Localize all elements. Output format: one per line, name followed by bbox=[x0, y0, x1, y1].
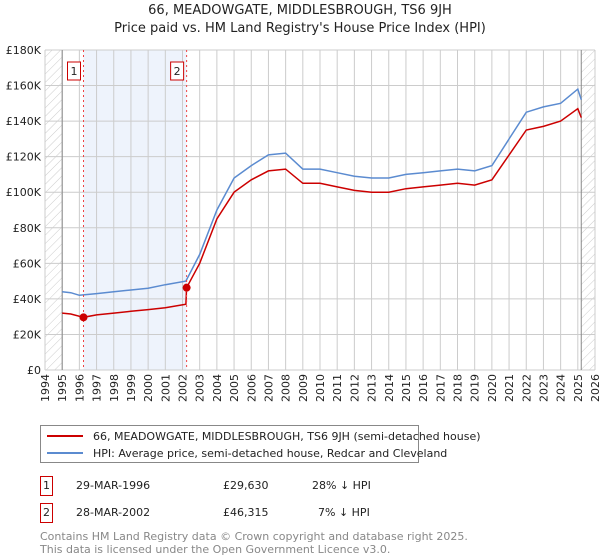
y-tick-label: £140K bbox=[6, 115, 42, 128]
legend-label-hpi: HPI: Average price, semi-detached house,… bbox=[93, 446, 448, 460]
y-tick-label: £120K bbox=[6, 151, 42, 164]
sale-label: 1 bbox=[71, 65, 78, 78]
x-tick-label: 2008 bbox=[280, 374, 293, 402]
chart-plot: 1994 1995 1996 1997 1998 1999 2000 2001 2002 2003… bbox=[6, 44, 600, 402]
x-tick-label: 2004 bbox=[211, 374, 224, 402]
y-tick-label: £40K bbox=[13, 293, 42, 306]
x-tick-label: 2005 bbox=[228, 374, 241, 402]
x-tick-label: 2020 bbox=[486, 374, 499, 402]
sale-point bbox=[182, 283, 191, 292]
x-tick-label: 2003 bbox=[194, 374, 207, 402]
x-tick-label: 2023 bbox=[537, 374, 550, 402]
y-tick-label: £0 bbox=[27, 364, 41, 377]
hpi-line bbox=[62, 87, 583, 297]
sale-point bbox=[79, 313, 88, 322]
x-tick-label: 2013 bbox=[366, 374, 379, 402]
x-tick-label: 1999 bbox=[125, 374, 138, 402]
sale-period-band bbox=[83, 50, 187, 370]
x-tick-label: 2018 bbox=[452, 374, 465, 402]
x-tick-label: 2021 bbox=[503, 374, 516, 402]
sale-label: 2 bbox=[174, 65, 181, 78]
x-tick-label: 2009 bbox=[297, 374, 310, 402]
property-price-line bbox=[62, 107, 582, 319]
y-tick-label: £160K bbox=[6, 80, 42, 93]
sale-row: 1 29-MAR-1996 £29,630 28% ↓ HPI bbox=[40, 476, 440, 496]
legend-swatch-hpi bbox=[47, 452, 83, 454]
x-tick-label: 2002 bbox=[177, 374, 190, 402]
y-tick-label: £20K bbox=[13, 328, 42, 341]
y-tick-label: £80K bbox=[13, 222, 42, 235]
y-tick-label: £60K bbox=[13, 257, 42, 270]
x-tick-label: 2010 bbox=[314, 374, 327, 402]
chart-subtitle: Price paid vs. HM Land Registry's House … bbox=[114, 21, 486, 36]
footer-line: This data is licensed under the Open Gov… bbox=[40, 543, 391, 556]
x-tick-label: 2025 bbox=[572, 374, 585, 402]
sale-price: £46,315 bbox=[223, 506, 269, 519]
x-tick-label: 2000 bbox=[142, 374, 155, 402]
y-tick-label: £180K bbox=[6, 44, 42, 57]
x-tick-label: 2006 bbox=[245, 374, 258, 402]
x-tick-label: 2011 bbox=[331, 374, 344, 402]
sale-date: 29-MAR-1996 bbox=[76, 479, 151, 492]
legend-label-property: 66, MEADOWGATE, MIDDLESBROUGH, TS6 9JH (… bbox=[93, 429, 481, 443]
x-tick-label: 2001 bbox=[159, 374, 172, 402]
x-tick-label: 2026 bbox=[589, 374, 600, 402]
sale-price: £29,630 bbox=[223, 479, 269, 492]
x-tick-label: 2012 bbox=[348, 374, 361, 402]
chart-title: 66, MEADOWGATE, MIDDLESBROUGH, TS6 9JH bbox=[148, 3, 452, 18]
x-tick-label: 2017 bbox=[434, 374, 447, 402]
x-tick-label: 2016 bbox=[417, 374, 430, 402]
x-tick-label: 2014 bbox=[383, 374, 396, 402]
sale-hpi: 7% ↓ HPI bbox=[318, 506, 370, 519]
legend: 66, MEADOWGATE, MIDDLESBROUGH, TS6 9JH (… bbox=[40, 425, 481, 463]
x-tick-label: 2024 bbox=[555, 374, 568, 402]
footer-line: Contains HM Land Registry data © Crown c… bbox=[40, 530, 468, 543]
sale-hpi: 28% ↓ HPI bbox=[312, 479, 371, 492]
sale-label-box bbox=[67, 61, 81, 81]
no-data-hatch bbox=[581, 50, 595, 370]
no-data-hatch bbox=[45, 50, 63, 370]
x-tick-label: 1998 bbox=[108, 374, 121, 402]
x-tick-label: 2019 bbox=[469, 374, 482, 402]
sale-badge: 1 bbox=[40, 476, 53, 496]
x-tick-label: 2015 bbox=[400, 374, 413, 402]
x-tick-label: 2007 bbox=[262, 374, 275, 402]
x-tick-label: 1995 bbox=[56, 374, 69, 402]
legend-swatch-property bbox=[47, 435, 83, 437]
footer: Contains HM Land Registry data © Crown c… bbox=[40, 530, 468, 556]
x-tick-label: 1997 bbox=[91, 374, 104, 402]
sale-date: 28-MAR-2002 bbox=[76, 506, 151, 519]
y-tick-label: £100K bbox=[6, 186, 42, 199]
x-tick-label: 1996 bbox=[73, 374, 86, 402]
sale-row: 2 28-MAR-2002 £46,315 7% ↓ HPI bbox=[40, 503, 440, 523]
sale-label-box bbox=[170, 61, 185, 81]
sale-badge: 2 bbox=[40, 503, 53, 523]
x-tick-label: 2022 bbox=[520, 374, 533, 402]
x-tick-label: 1994 bbox=[39, 374, 52, 402]
